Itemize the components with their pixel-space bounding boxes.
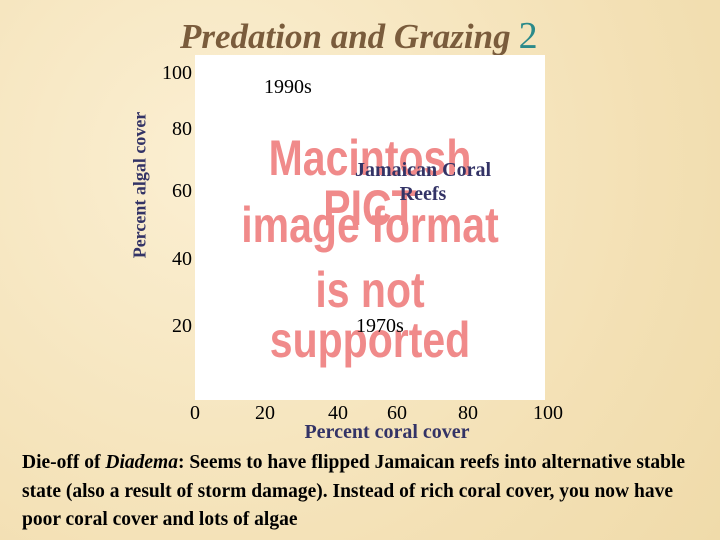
x-tick-label: 60: [387, 402, 407, 424]
x-tick-label: 100: [533, 402, 563, 424]
caption-text: Die-off of: [22, 452, 106, 473]
title: Predation and Grazing 2: [180, 14, 538, 58]
y-tick-label: 40: [172, 248, 192, 270]
title-number: 2: [518, 15, 538, 57]
annotation: 1970s: [356, 315, 404, 337]
title-text: Predation and Grazing: [180, 17, 511, 56]
y-tick-label: 20: [172, 315, 192, 337]
x-tick-label: 20: [255, 402, 275, 424]
y-tick-label: 0: [190, 402, 200, 424]
placeholder-text: image format: [241, 197, 499, 253]
figure-placeholder: Macintosh PICT image format is not suppo…: [195, 55, 545, 400]
caption: Die-off of Diadema: Seems to have flippe…: [22, 449, 700, 535]
y-axis-label: Percent algal cover: [129, 111, 150, 259]
annotation: 1990s: [264, 76, 312, 98]
x-tick-label: 80: [458, 402, 478, 424]
placeholder-text: is not supported: [269, 262, 471, 368]
x-tick-label: 40: [328, 402, 348, 424]
placeholder-text: Macintosh PICT: [268, 130, 472, 236]
annotation: Jamaican Coral Reefs: [354, 159, 492, 205]
y-tick-label: 60: [172, 180, 192, 202]
y-tick-label: 100: [162, 62, 192, 84]
x-axis-label: Percent coral cover: [304, 421, 470, 443]
caption-italic: Diadema: [105, 452, 178, 473]
caption-text: : Seems to have flipped Jamaican reefs i…: [22, 452, 686, 530]
y-tick-label: 80: [172, 118, 192, 140]
